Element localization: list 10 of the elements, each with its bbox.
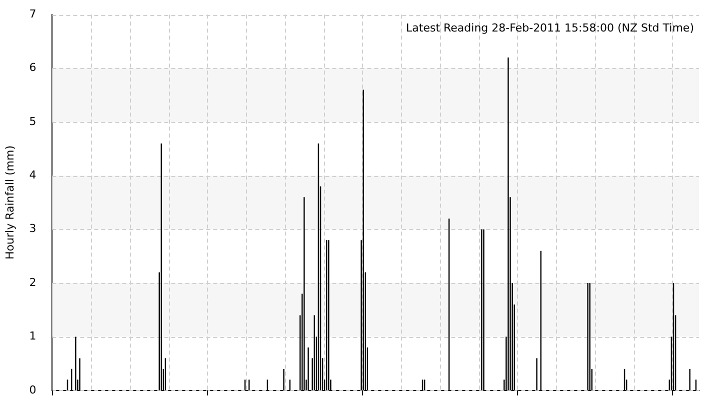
y-tick-label: 1 <box>29 330 36 343</box>
y-tick-label: 0 <box>29 383 36 396</box>
y-tick-label: 3 <box>29 222 36 236</box>
y-axis-title: Hourly Rainfall (mm) <box>3 146 16 260</box>
y-tick-label: 7 <box>29 7 36 20</box>
annotation: Latest Reading 28-Feb-2011 15:58:00 (NZ Std Time) <box>406 21 694 34</box>
y-tick-label: 4 <box>29 168 36 182</box>
y-tick-label: 2 <box>29 276 36 289</box>
y-tick-label: 5 <box>29 114 36 128</box>
y-tick-label: 6 <box>29 61 36 74</box>
